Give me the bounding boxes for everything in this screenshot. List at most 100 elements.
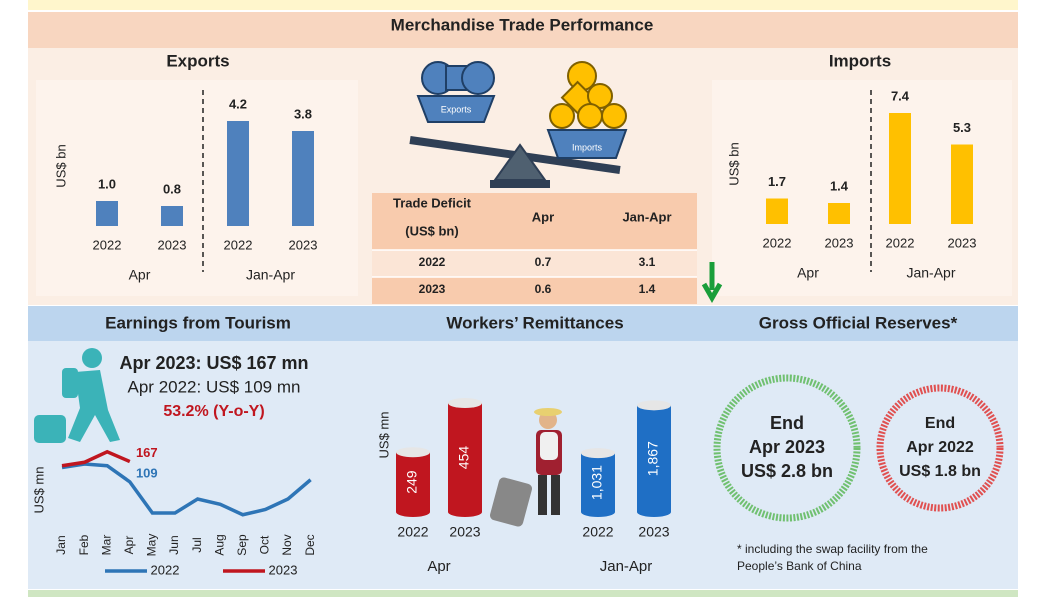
chart-title: Exports	[166, 51, 229, 70]
bar	[828, 203, 850, 224]
table-header: (US$ bn)	[405, 223, 458, 238]
value-label: 1,031	[589, 465, 605, 500]
table-row-bg	[372, 277, 697, 304]
import-ball	[549, 103, 575, 129]
reserve-text: End	[770, 413, 804, 433]
y-axis-label: US$ bn	[53, 144, 68, 187]
bar	[96, 201, 118, 226]
value-label: 3.8	[294, 106, 312, 121]
footnote: * including the swap facility from the	[737, 542, 928, 556]
import-ball	[577, 103, 603, 129]
top-strip	[28, 0, 1018, 10]
tourist-bag	[34, 415, 66, 443]
import-pan	[546, 129, 628, 159]
group-label: Jan-Apr	[906, 265, 955, 281]
reserve-text: US$ 2.8 bn	[741, 461, 833, 481]
down-arrow	[701, 262, 723, 304]
chart-title: Workers’ Remittances	[446, 313, 623, 332]
group-label: Apr	[427, 558, 450, 575]
lower-header	[28, 306, 1018, 341]
table-row-bg	[372, 250, 697, 277]
trade-header	[28, 12, 1018, 48]
traveler-leg	[551, 475, 560, 515]
value-label: 1.7	[768, 174, 786, 189]
table-header: Jan-Apr	[622, 209, 671, 224]
x-tick-label: 2022	[886, 235, 915, 250]
tourist-head	[82, 348, 102, 368]
x-tick-label: 2023	[449, 524, 480, 540]
bar	[161, 206, 183, 226]
y-axis-label: US$ mn	[376, 412, 391, 459]
value-label: 1.4	[830, 178, 849, 193]
series-line	[61, 449, 131, 468]
x-tick-label: May	[145, 534, 159, 557]
cylinder	[396, 452, 430, 517]
reserve-ring	[876, 384, 1004, 512]
x-tick-label: Feb	[77, 534, 91, 555]
scale-base	[490, 180, 550, 188]
cylinder	[637, 405, 671, 517]
scale-graphic: Exports Imports	[409, 61, 628, 188]
x-tick-label: Oct	[258, 535, 272, 554]
bar	[227, 121, 249, 226]
x-tick-label: Jul	[190, 537, 204, 552]
page-title: Merchandise Trade Performance	[391, 15, 654, 34]
value-label: 1.0	[98, 176, 116, 191]
x-tick-label: Mar	[99, 535, 113, 556]
reserve-text: End	[925, 415, 955, 432]
table-cell: 1.4	[639, 282, 656, 296]
table-cell: 2022	[419, 255, 446, 269]
annotation: 167	[136, 445, 158, 460]
x-tick-label: 2022	[582, 524, 613, 540]
traveler-backpack	[540, 432, 558, 460]
tourist-icon	[34, 348, 120, 443]
scale-left-label: Exports	[441, 104, 472, 114]
legend-label: 2023	[269, 562, 298, 577]
bar	[766, 198, 788, 224]
export-pan	[416, 95, 496, 123]
value-label: 0.8	[163, 181, 181, 196]
table-cell: 0.6	[535, 282, 552, 296]
reserve-text: US$ 1.8 bn	[899, 463, 981, 480]
traveler-leg	[538, 475, 547, 515]
table-cell: 2023	[419, 282, 446, 296]
x-tick-label: 2022	[763, 235, 792, 250]
value-label: 454	[456, 446, 472, 470]
x-tick-label: 2023	[158, 237, 187, 252]
x-tick-label: Sep	[235, 534, 249, 556]
section-title: Gross Official Reserves*	[759, 313, 958, 332]
group-label: Apr	[129, 267, 151, 283]
series-line	[61, 462, 312, 517]
x-tick-label: Jan	[54, 535, 68, 554]
cylinder-top	[396, 447, 430, 458]
chart-title: Earnings from Tourism	[105, 313, 291, 332]
x-tick-label: 2023	[289, 237, 318, 252]
value-label: 4.2	[229, 96, 247, 111]
cylinder-top	[637, 400, 671, 411]
suitcase	[490, 477, 532, 527]
x-tick-label: 2022	[397, 524, 428, 540]
x-tick-label: 2023	[825, 235, 854, 250]
x-tick-label: 2022	[93, 237, 122, 252]
table-header: Trade Deficit	[393, 195, 472, 210]
cylinder	[581, 453, 615, 517]
headline: Apr 2022: US$ 109 mn	[128, 377, 301, 396]
bar	[889, 113, 911, 224]
footnote: People’s Bank of China	[737, 559, 862, 573]
x-tick-label: Aug	[212, 534, 226, 555]
reserve-ring	[713, 374, 861, 522]
value-label: 1,867	[645, 441, 661, 476]
group-label: Jan-Apr	[246, 267, 295, 283]
value-label: 5.3	[953, 120, 971, 135]
table-header: Apr	[532, 209, 554, 224]
y-axis-label: US$ mn	[31, 467, 46, 514]
scale-right-label: Imports	[572, 142, 603, 152]
x-tick-label: Nov	[280, 534, 294, 555]
cylinder-top	[581, 448, 615, 459]
legend-label: 2022	[151, 562, 180, 577]
tourist-backpack	[62, 368, 78, 398]
x-tick-label: 2023	[638, 524, 669, 540]
lower-panel	[28, 306, 1018, 589]
